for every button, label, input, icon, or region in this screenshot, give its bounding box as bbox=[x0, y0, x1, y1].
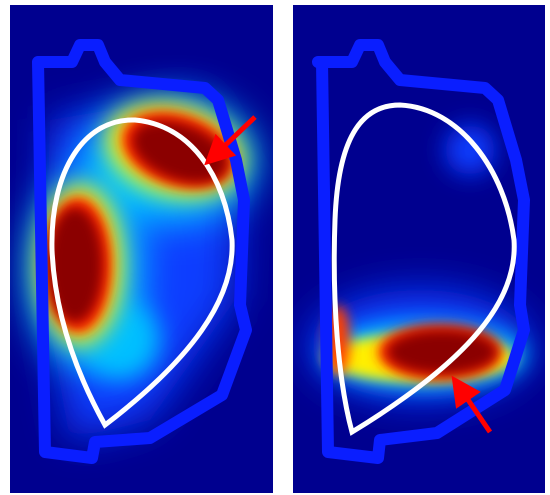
plasma-boundary bbox=[331, 102, 517, 436]
vessel-outline bbox=[32, 39, 252, 464]
arrow bbox=[451, 375, 493, 434]
plasma-boundary bbox=[49, 117, 235, 429]
right-panel bbox=[293, 5, 545, 493]
emission-right bbox=[310, 125, 530, 400]
vessel-outline bbox=[312, 39, 530, 464]
arrow bbox=[204, 115, 257, 166]
left-panel bbox=[10, 5, 273, 493]
